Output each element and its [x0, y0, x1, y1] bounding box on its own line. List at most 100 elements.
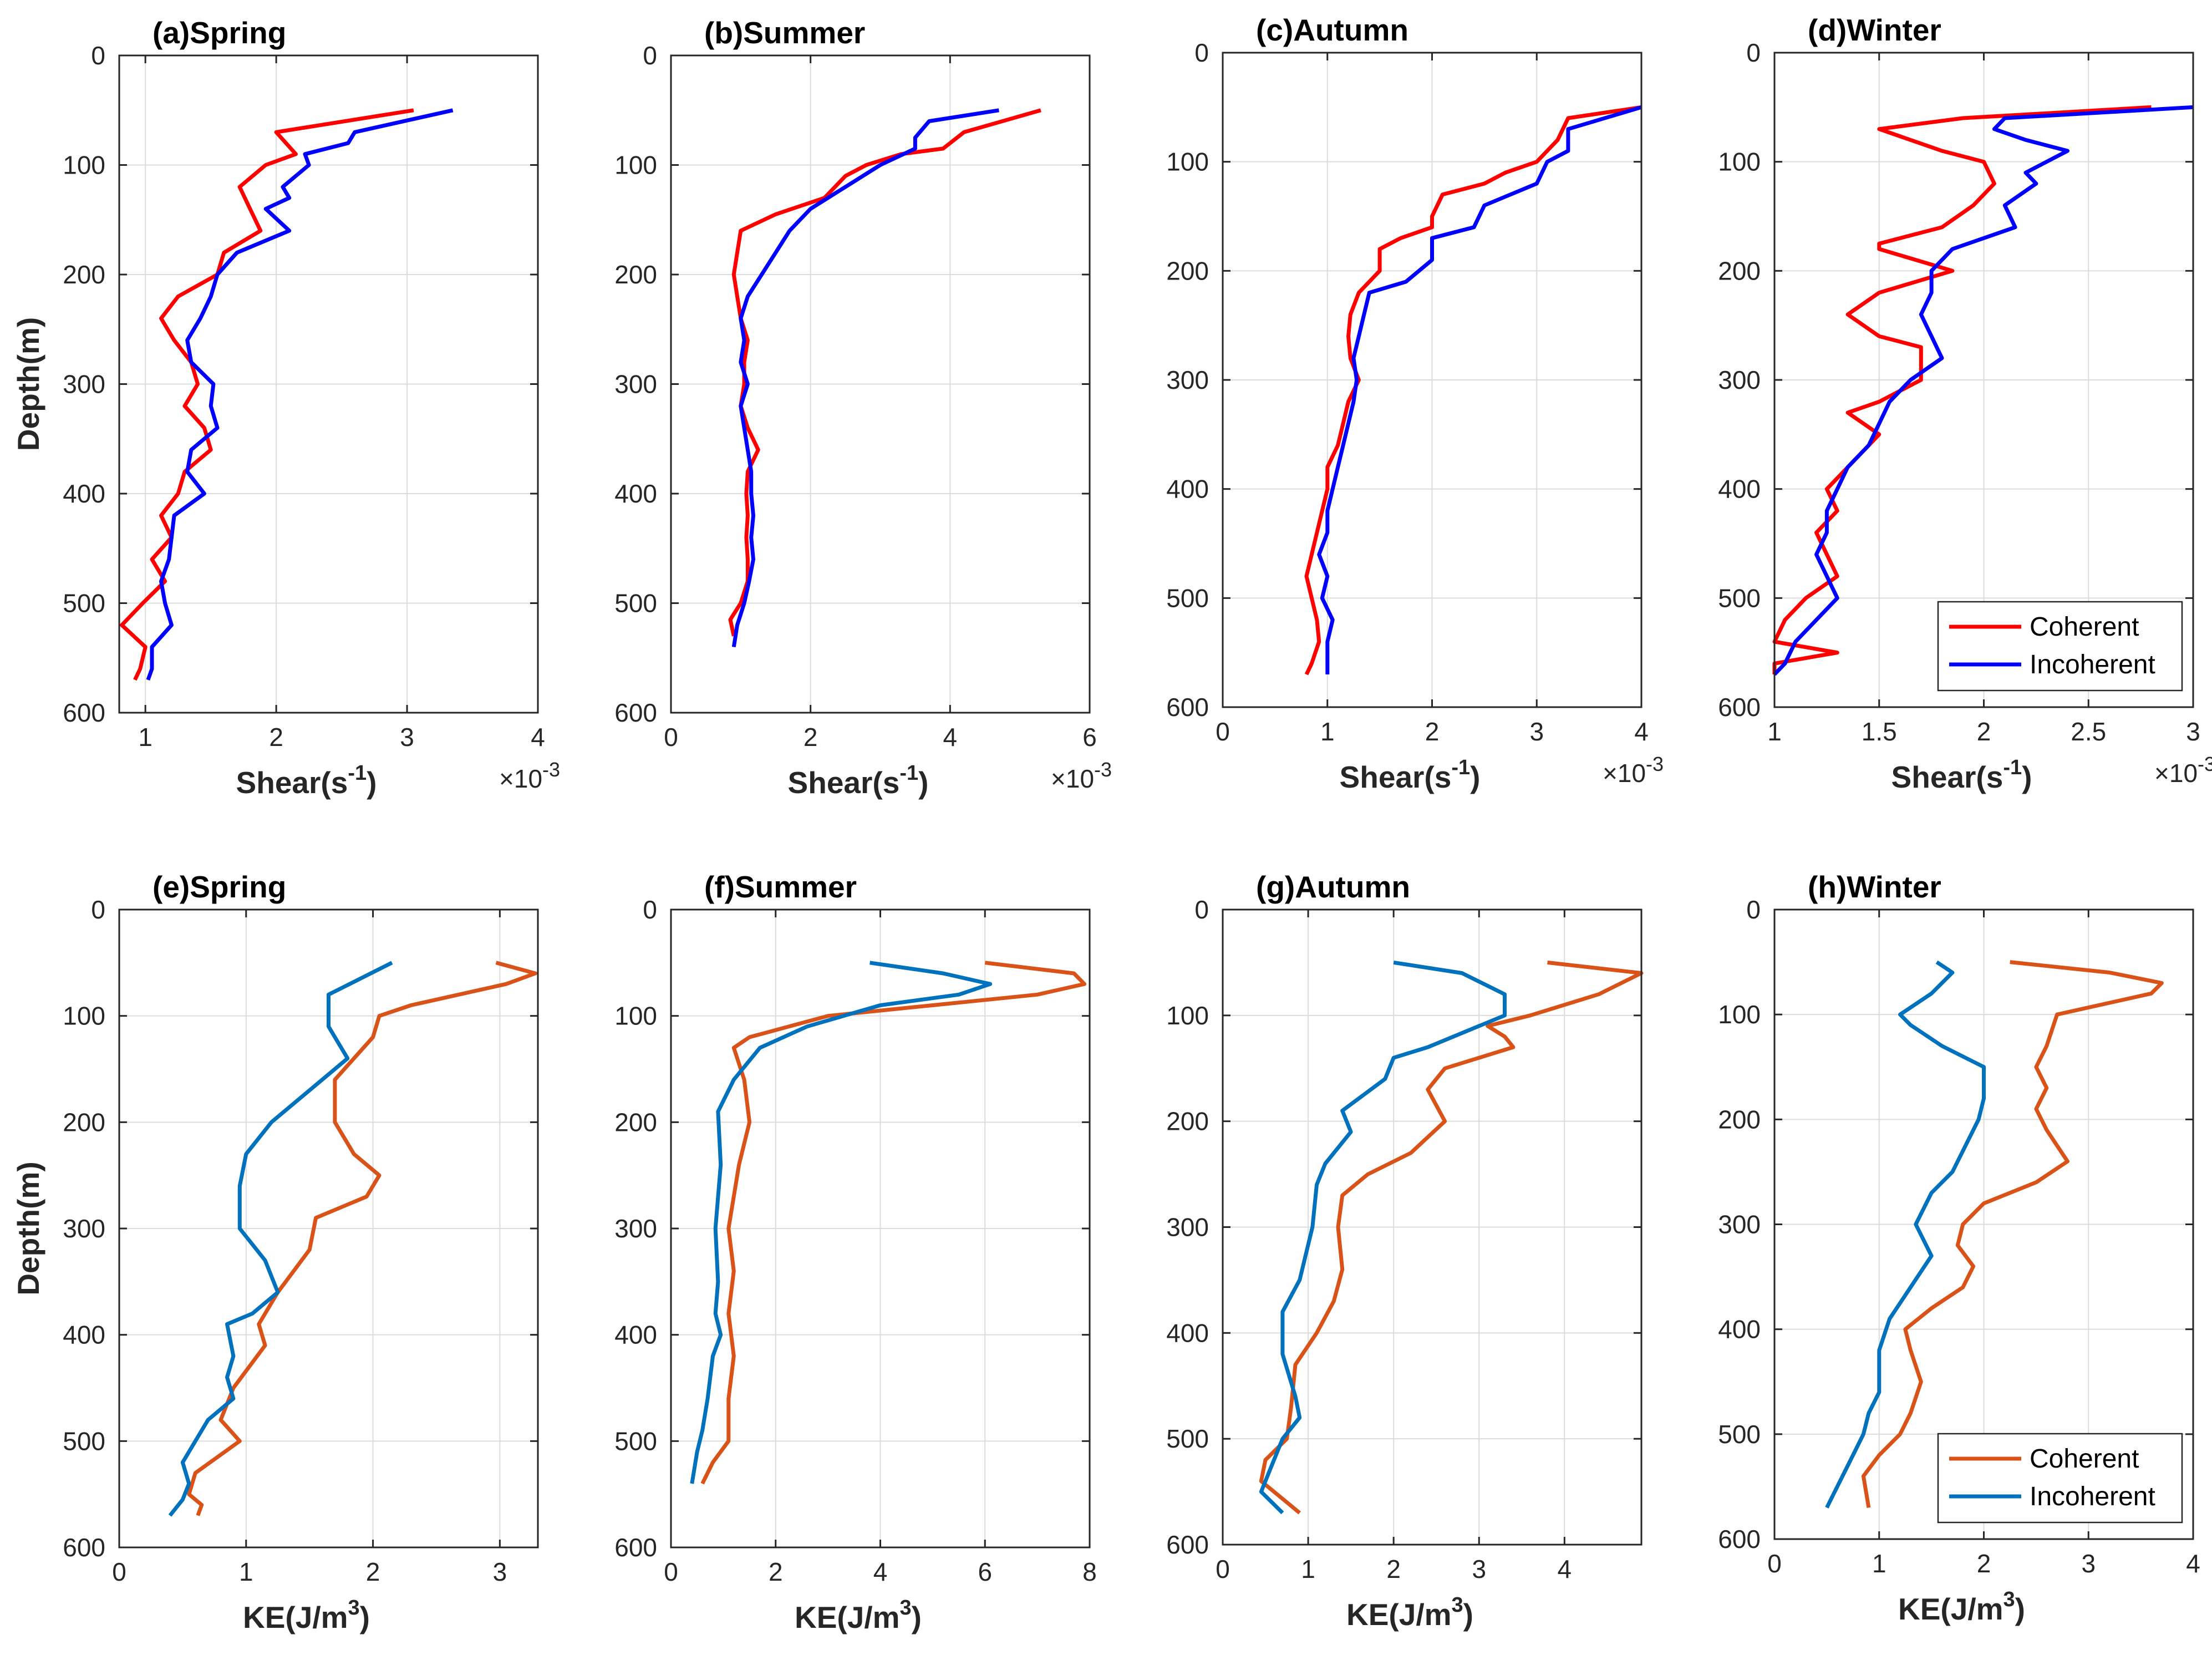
y-tick-label: 500 [1166, 583, 1209, 612]
x-axis-label-sup: 3 [1452, 1593, 1463, 1617]
y-tick-label: 400 [63, 1321, 105, 1349]
y-tick-label: 0 [1194, 895, 1209, 924]
panel-3: 0 1 2 3 4 0 100 200 300 400 500 600 (c)Autumn Shear(s… [1166, 13, 1664, 794]
y-tick-label: 300 [1718, 1210, 1761, 1239]
x-tick-label: 3 [493, 1557, 507, 1586]
x-axis-label-text: Shear(s [1340, 760, 1452, 794]
x-tick-label: 1 [1301, 1555, 1315, 1583]
x-tick-label: 2 [366, 1557, 380, 1586]
x-axis-label-sup: -1 [1451, 756, 1470, 779]
x-exponent-base: ×10 [1603, 759, 1646, 788]
y-tick-label: 100 [614, 151, 657, 180]
y-tick-label: 0 [91, 41, 105, 70]
x-tick-label: 2 [1977, 1549, 1991, 1578]
x-tick-label: 0 [1216, 1555, 1230, 1583]
legend: Coherent Incoherent [1937, 601, 2183, 692]
y-tick-label: 300 [1718, 365, 1761, 394]
y-tick-label: 300 [1166, 1213, 1209, 1242]
series-line-coherent [1861, 960, 2164, 1508]
y-tick-label: 200 [1718, 1105, 1761, 1134]
x-tick-label: 3 [2186, 717, 2200, 746]
y-tick-label: 400 [1718, 1315, 1761, 1344]
x-tick-label: 2 [769, 1557, 783, 1586]
panel-title: (c)Autumn [1256, 13, 1408, 47]
y-tick-label: 200 [1718, 256, 1761, 285]
x-tick-label: 2 [269, 723, 283, 752]
legend-label: Incoherent [2030, 1482, 2155, 1511]
series-line-coherent [700, 961, 1087, 1485]
x-axis-label-text: KE(J/m [1898, 1592, 2003, 1626]
y-tick-label: 600 [1718, 693, 1761, 722]
y-tick-label: 100 [63, 1002, 105, 1030]
y-tick-label: 0 [91, 895, 105, 924]
y-tick-label: 400 [1166, 1318, 1209, 1347]
y-tick-label: 100 [614, 1002, 657, 1030]
y-tick-label: 100 [63, 151, 105, 180]
x-tick-label: 1.5 [1862, 717, 1897, 746]
panel-6: 0 2 4 6 8 0 100 200 300 400 500 600 (f)Summer KE(J/m3… [614, 870, 1097, 1634]
x-tick-label: 1 [1767, 717, 1782, 746]
x-axis-label-close: ) [2022, 760, 2032, 794]
legend: Coherent Incoherent [1937, 1433, 2183, 1524]
x-exponent-label: ×10-3 [2154, 753, 2212, 788]
x-axis-label-sup: -1 [348, 761, 367, 785]
series-line-incoherent [1773, 105, 2194, 676]
y-tick-label: 500 [1718, 583, 1761, 612]
x-tick-label: 1 [1320, 717, 1335, 746]
x-tick-label: 4 [943, 723, 958, 752]
y-tick-label: 0 [1194, 38, 1209, 67]
x-axis-label-text: Shear(s [1891, 760, 2003, 794]
x-exponent-base: ×10 [2154, 759, 2198, 788]
y-tick-label: 500 [614, 1426, 657, 1455]
y-tick-label: 600 [1166, 693, 1209, 722]
x-exponent-label: ×10-3 [1051, 758, 1112, 793]
panel-8: 0 1 2 3 40100200300400500600(h)WinterKE(J/m3… [1718, 870, 2200, 1626]
y-tick-label: 400 [614, 479, 657, 508]
y-tick-label: 500 [614, 589, 657, 618]
y-tick-label: 300 [614, 370, 657, 399]
series-line-coherent [1304, 105, 1642, 676]
y-tick-label: 100 [1718, 148, 1761, 176]
y-tick-label: 600 [614, 698, 657, 727]
x-tick-label: 3 [1472, 1555, 1486, 1583]
y-tick-label: 600 [63, 698, 105, 727]
x-axis-label: KE(J/m3) [795, 1596, 922, 1634]
x-axis-label-close: ) [367, 765, 377, 800]
y-tick-label: 300 [614, 1214, 657, 1243]
panel-title: (g)Autumn [1256, 870, 1410, 904]
panel-title: (e)Spring [152, 870, 286, 904]
y-tick-label: 300 [63, 1214, 105, 1243]
x-tick-label: 4 [1558, 1555, 1572, 1583]
x-axis-label-close: ) [918, 765, 928, 800]
y-tick-label: 400 [1718, 475, 1761, 504]
series-line-incoherent [690, 961, 993, 1484]
x-exponent-base: ×10 [1051, 764, 1094, 793]
x-axis-label-sup: 3 [2003, 1588, 2015, 1611]
x-axis-label-close: ) [2015, 1592, 2025, 1626]
y-tick-label: 200 [614, 1108, 657, 1136]
x-axis-label: KE(J/m3) [1898, 1588, 2025, 1626]
x-axis-label: Shear(s-1) [788, 761, 929, 800]
x-tick-label: 3 [2081, 1549, 2096, 1578]
y-axis-label: Depth(m) [11, 317, 45, 451]
x-tick-label: 1 [138, 723, 152, 752]
x-exponent-label: ×10-3 [1603, 753, 1664, 788]
x-tick-label: 2.5 [2071, 717, 2106, 746]
y-tick-label: 200 [1166, 1107, 1209, 1136]
x-axis-label: Shear(s-1) [1891, 756, 2032, 794]
panel-1: 1 2 3 40100200300400500600(a)SpringShear(s-… [11, 16, 560, 800]
y-tick-label: 0 [1746, 895, 1761, 924]
y-tick-label: 100 [1166, 148, 1209, 176]
x-axis-label-text: KE(J/m [1346, 1597, 1452, 1632]
x-axis-label-sup: 3 [900, 1596, 912, 1620]
x-tick-label: 0 [664, 1557, 678, 1586]
panel-title: (a)Spring [152, 16, 286, 50]
y-tick-label: 400 [1166, 475, 1209, 504]
y-tick-label: 600 [63, 1533, 105, 1562]
x-axis-label: KE(J/m3) [1346, 1593, 1473, 1632]
y-tick-label: 600 [1718, 1525, 1761, 1554]
legend-box [1937, 601, 2183, 692]
x-tick-label: 2 [1386, 1555, 1401, 1583]
x-tick-label: 3 [400, 723, 414, 752]
